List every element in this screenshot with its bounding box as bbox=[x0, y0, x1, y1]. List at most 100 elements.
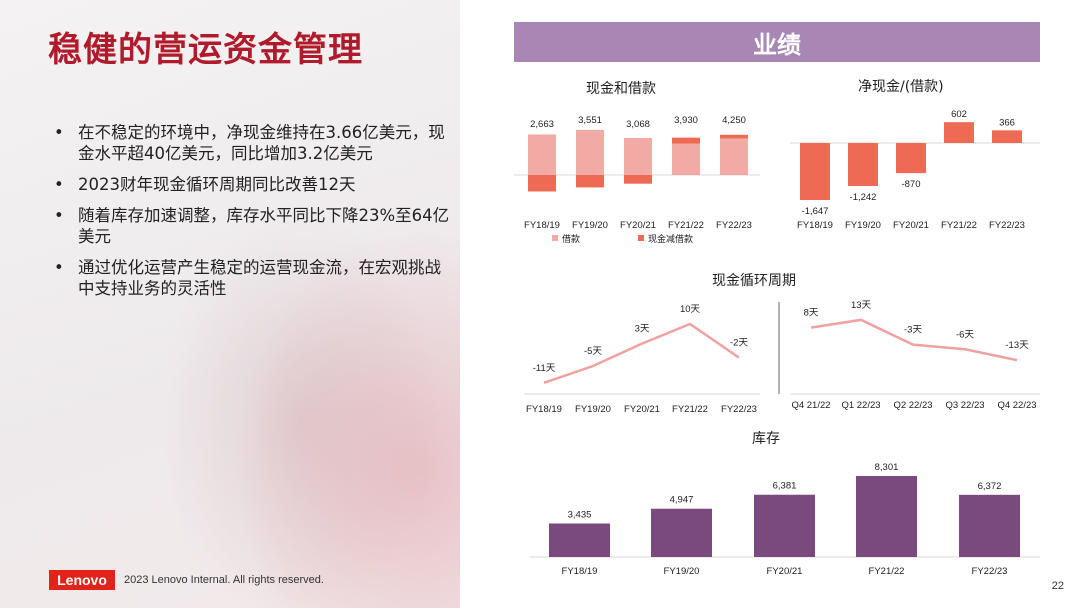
x-tick-label: FY20/21 bbox=[624, 404, 660, 415]
page-title: 稳健的营运资金管理 bbox=[48, 30, 363, 70]
inventory-value-label: 6,372 bbox=[978, 481, 1002, 492]
net-cash-bar bbox=[896, 143, 926, 174]
x-tick-label: FY19/20 bbox=[664, 566, 700, 577]
net-cash-bar bbox=[800, 143, 830, 200]
legend-label-cash-minus-debt: 现金减借款 bbox=[648, 233, 693, 244]
inventory-bar bbox=[856, 476, 917, 557]
borrow-bar bbox=[576, 129, 604, 175]
bullet-item: • 通过优化运营产生稳定的运营现金流，在宏观挑战中支持业务的灵活性 bbox=[52, 257, 452, 299]
cash-minus-debt-bar bbox=[528, 175, 556, 192]
borrow-bar bbox=[528, 134, 556, 175]
ccc-annual-line bbox=[543, 322, 740, 384]
x-tick-label: FY22/23 bbox=[716, 220, 752, 231]
x-tick-label: Q4 21/22 bbox=[791, 400, 830, 411]
bullet-text: 2023财年现金循环周期同比改善12天 bbox=[78, 175, 356, 194]
x-tick-label: FY21/22 bbox=[668, 220, 704, 231]
x-tick-label: Q1 22/23 bbox=[841, 400, 880, 411]
inventory-title: 库存 bbox=[752, 431, 780, 447]
ccc-value-label: 3天 bbox=[635, 324, 650, 335]
net-cash-value-label: -870 bbox=[901, 179, 920, 190]
page-number: 22 bbox=[1051, 580, 1064, 592]
ccc-value-label: -6天 bbox=[956, 329, 974, 340]
inventory-value-label: 6,381 bbox=[773, 481, 797, 492]
inventory-bar bbox=[549, 523, 610, 557]
x-tick-label: FY18/19 bbox=[526, 404, 562, 415]
bullet-dot: • bbox=[54, 258, 64, 277]
x-tick-label: FY19/20 bbox=[845, 220, 881, 231]
left-panel-background bbox=[0, 0, 460, 608]
x-tick-label: FY22/23 bbox=[989, 220, 1025, 231]
bullet-item: • 2023财年现金循环周期同比改善12天 bbox=[52, 174, 452, 195]
x-tick-label: Q2 22/23 bbox=[893, 400, 932, 411]
x-tick-label: FY19/20 bbox=[575, 404, 611, 415]
total-value-label: 3,930 bbox=[674, 115, 698, 126]
bullet-text: 在不稳定的环境中，净现金维持在3.66亿美元，现金水平超40亿美元，同比增加3.… bbox=[78, 123, 445, 163]
ccc-value-label: -3天 bbox=[904, 325, 922, 336]
total-value-label: 2,663 bbox=[530, 119, 554, 130]
bullet-item: • 随着库存加速调整，库存水平同比下降23%至64亿美元 bbox=[52, 205, 452, 247]
x-tick-label: FY18/19 bbox=[562, 566, 598, 577]
net-cash-bar bbox=[992, 130, 1022, 143]
ccc-value-label: -13天 bbox=[1005, 340, 1029, 351]
cash-minus-debt-bar bbox=[672, 137, 700, 144]
net-cash-title: 净现金/(借款) bbox=[858, 79, 944, 95]
x-tick-label: FY21/22 bbox=[941, 220, 977, 231]
x-tick-label: FY20/21 bbox=[893, 220, 929, 231]
total-value-label: 4,250 bbox=[722, 115, 746, 126]
ccc-value-label: 13天 bbox=[851, 300, 872, 311]
inventory-value-label: 4,947 bbox=[670, 495, 694, 506]
borrow-bar bbox=[624, 137, 652, 175]
x-tick-label: Q4 22/23 bbox=[997, 400, 1036, 411]
borrow-bar bbox=[720, 138, 748, 175]
inventory-value-label: 8,301 bbox=[875, 462, 899, 473]
inventory-bar bbox=[754, 494, 815, 557]
inventory-value-label: 3,435 bbox=[568, 509, 592, 520]
ccc-title: 现金循环周期 bbox=[712, 273, 796, 289]
borrow-bar bbox=[672, 143, 700, 175]
net-cash-value-label: -1,647 bbox=[802, 206, 829, 217]
ccc-value-label: 10天 bbox=[680, 304, 701, 315]
x-tick-label: FY21/22 bbox=[869, 566, 905, 577]
bullet-item: • 在不稳定的环境中，净现金维持在3.66亿美元，现金水平超40亿美元，同比增加3… bbox=[52, 122, 452, 164]
ccc-value-label: -11天 bbox=[533, 363, 556, 374]
x-tick-label: FY21/22 bbox=[672, 404, 708, 415]
copyright-text: 2023 Lenovo Internal. All rights reserve… bbox=[124, 574, 324, 586]
bullet-dot: • bbox=[54, 123, 64, 142]
ccc-value-label: 8天 bbox=[804, 308, 819, 319]
lenovo-logo: Lenovo bbox=[49, 570, 115, 590]
legend-swatch-borrow bbox=[552, 235, 558, 241]
net-cash-value-label: -1,242 bbox=[850, 192, 877, 203]
legend-swatch-cash-minus-debt bbox=[638, 235, 644, 241]
net-cash-value-label: 602 bbox=[951, 109, 967, 120]
x-tick-label: FY20/21 bbox=[620, 220, 656, 231]
cash-minus-debt-bar bbox=[720, 134, 748, 139]
x-tick-label: FY20/21 bbox=[767, 566, 803, 577]
x-tick-label: FY18/19 bbox=[524, 220, 560, 231]
net-cash-bar bbox=[944, 122, 974, 143]
net-cash-bar bbox=[848, 143, 878, 186]
legend-label-borrow: 借款 bbox=[562, 233, 580, 244]
cash-borrow-title: 现金和借款 bbox=[586, 81, 656, 97]
inventory-bar bbox=[651, 508, 712, 557]
bullet-text: 随着库存加速调整，库存水平同比下降23%至64亿美元 bbox=[78, 206, 450, 246]
ccc-value-label: -2天 bbox=[730, 338, 748, 349]
x-tick-label: FY22/23 bbox=[972, 566, 1008, 577]
bullet-list: • 在不稳定的环境中，净现金维持在3.66亿美元，现金水平超40亿美元，同比增加3… bbox=[52, 122, 452, 309]
total-value-label: 3,551 bbox=[578, 115, 602, 126]
ccc-value-label: -5天 bbox=[584, 346, 602, 357]
x-tick-label: Q3 22/23 bbox=[945, 400, 984, 411]
x-tick-label: FY22/23 bbox=[721, 404, 757, 415]
cash-minus-debt-bar bbox=[624, 175, 652, 184]
cash-minus-debt-bar bbox=[576, 175, 604, 188]
net-cash-value-label: 366 bbox=[999, 117, 1015, 128]
inventory-bar bbox=[959, 494, 1020, 557]
bullet-dot: • bbox=[54, 175, 64, 194]
ccc-quarterly-line bbox=[810, 318, 1018, 362]
bullet-text: 通过优化运营产生稳定的运营现金流，在宏观挑战中支持业务的灵活性 bbox=[78, 258, 441, 298]
section-header: 业绩 bbox=[514, 22, 1040, 62]
x-tick-label: FY19/20 bbox=[572, 220, 608, 231]
bullet-dot: • bbox=[54, 206, 64, 225]
x-tick-label: FY18/19 bbox=[797, 220, 833, 231]
total-value-label: 3,068 bbox=[626, 119, 650, 130]
